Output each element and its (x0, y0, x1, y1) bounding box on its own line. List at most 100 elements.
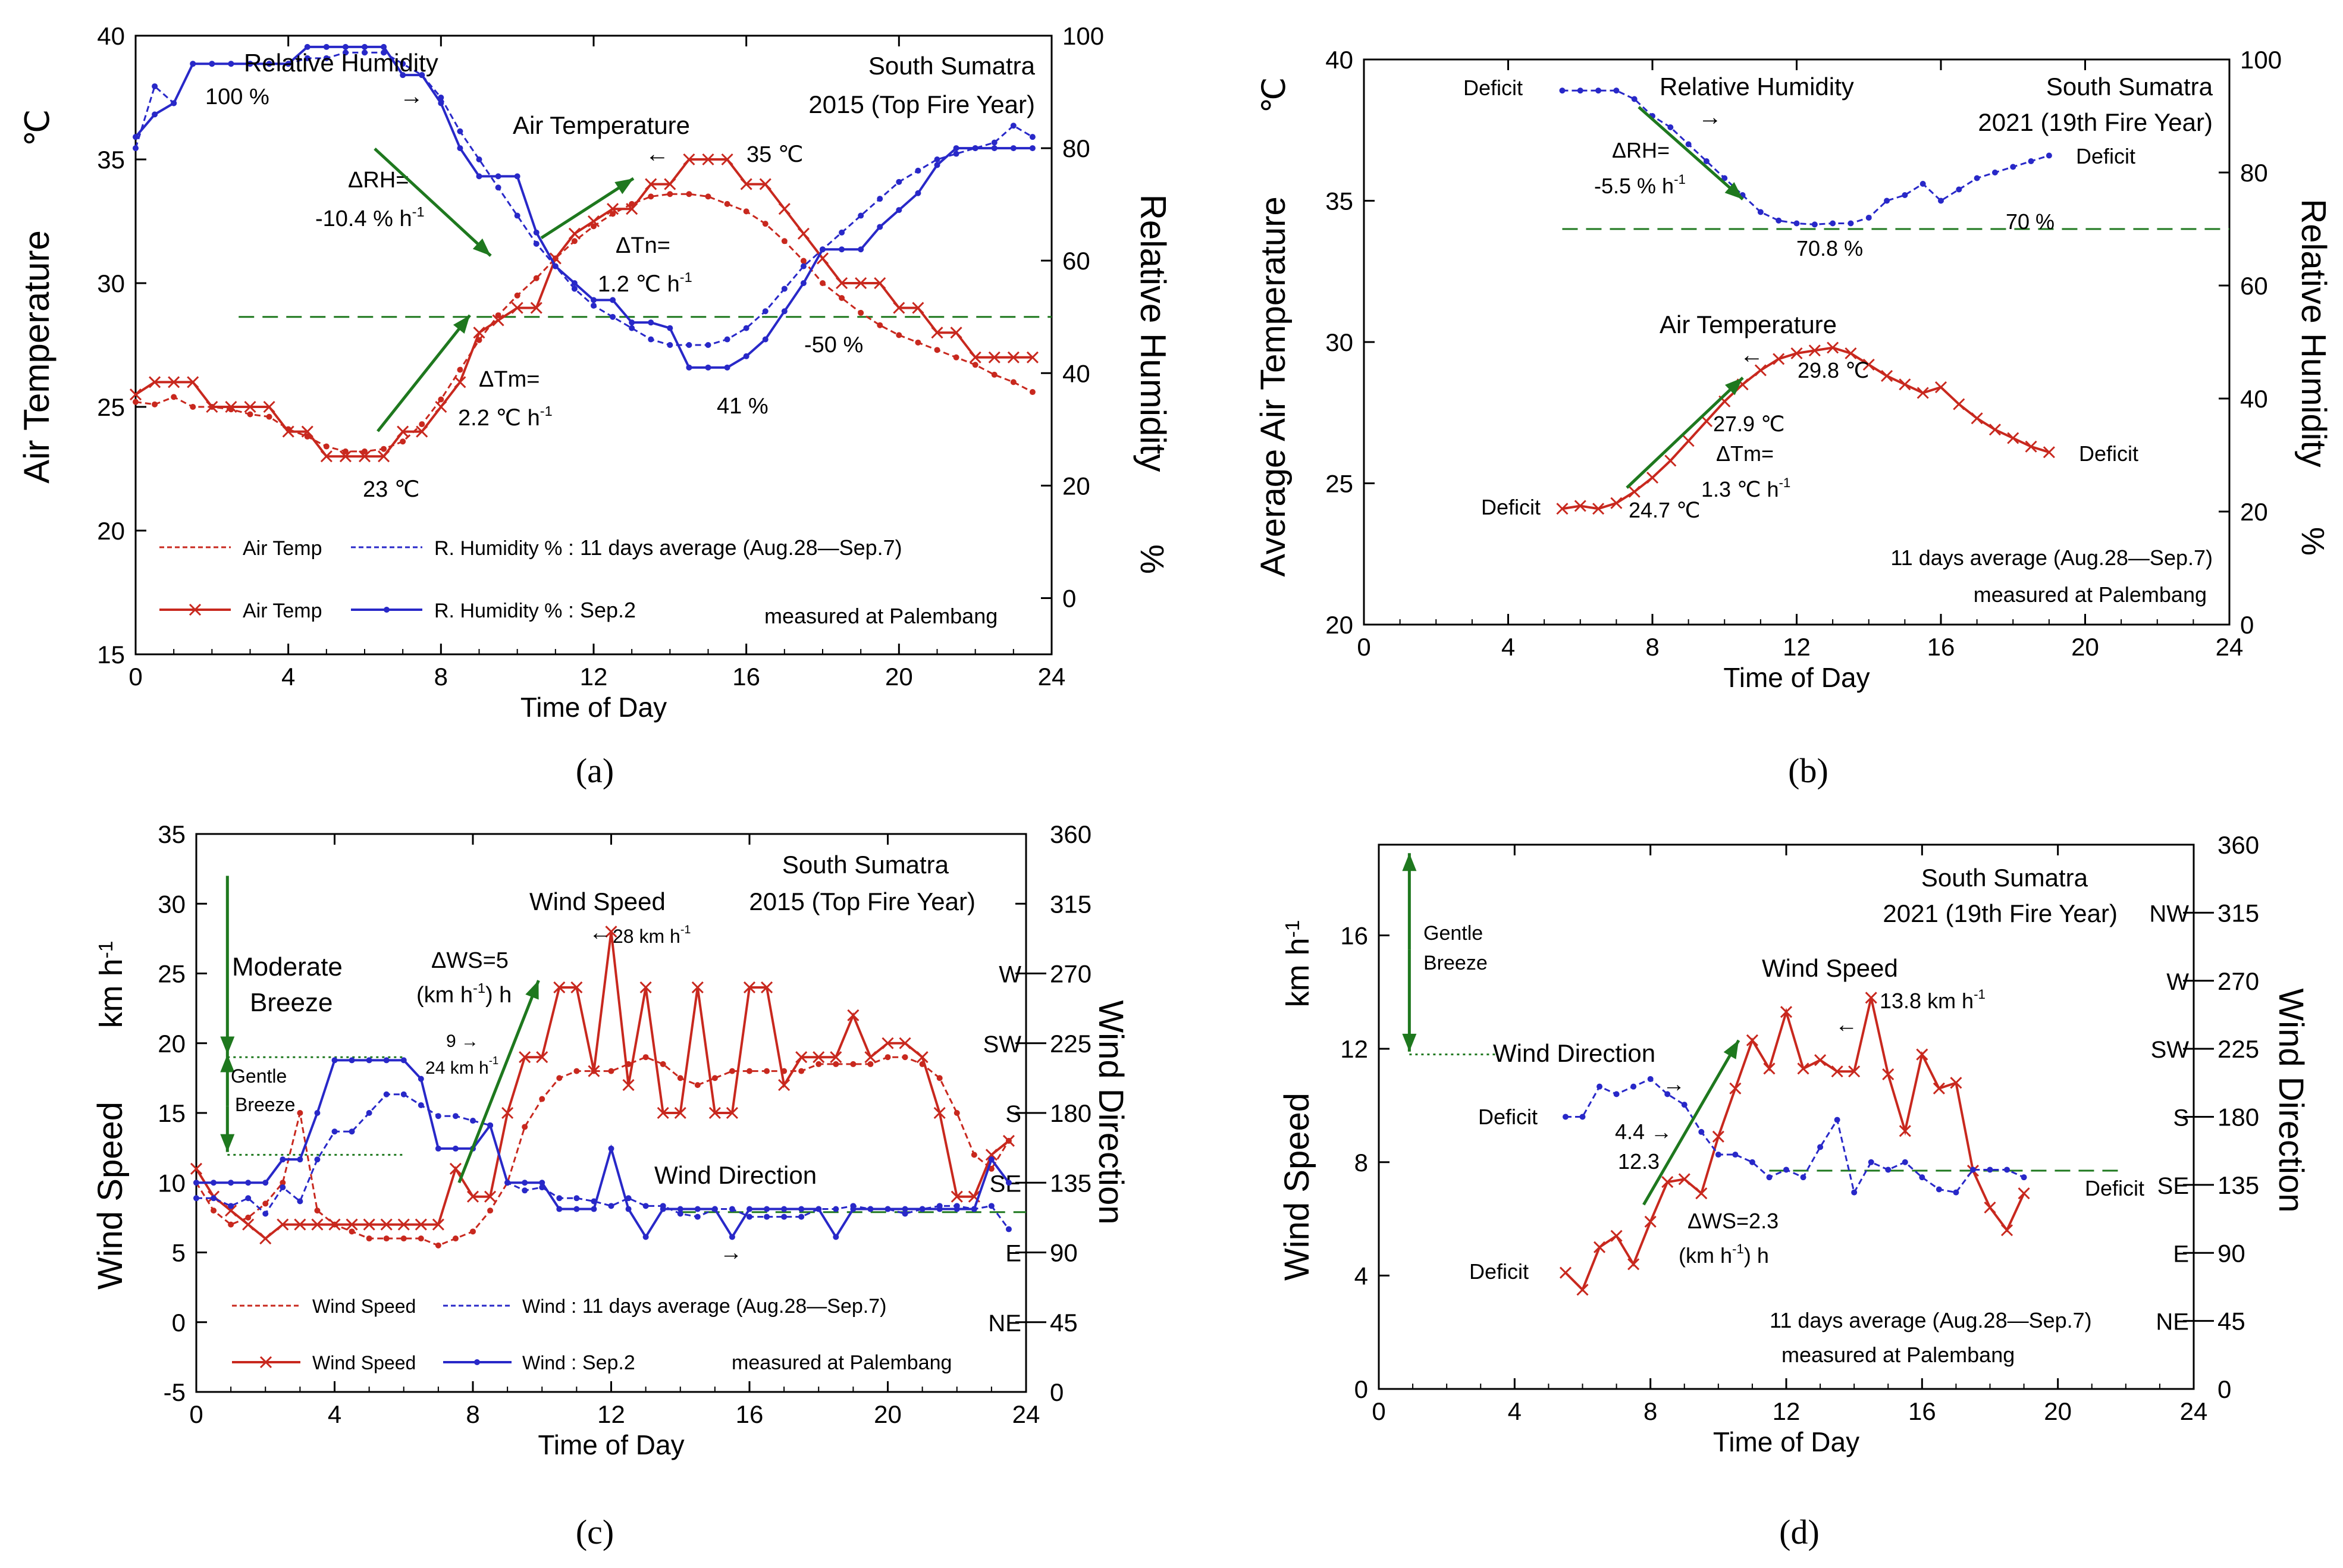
superscript: -1 (680, 923, 691, 936)
series-line (1562, 346, 2050, 510)
data-point (400, 1057, 407, 1064)
data-point (466, 1190, 479, 1203)
data-point (610, 211, 616, 217)
data-point (400, 72, 406, 79)
data-point (674, 1106, 686, 1119)
data-point (262, 1180, 269, 1186)
data-point (677, 1211, 683, 1217)
data-point (1681, 1102, 1688, 1108)
legend: Air Temp R. Humidity %: 11 days average (… (159, 535, 998, 628)
data-point (1005, 1137, 1012, 1144)
data-point (1766, 1174, 1773, 1181)
data-point (152, 83, 158, 90)
data-point (953, 145, 959, 152)
data-point (729, 1068, 735, 1074)
rh-min: 70.8 % (1796, 236, 1863, 261)
rh-min: 41 % (717, 394, 769, 419)
y-tick-label: 35 (97, 146, 125, 174)
data-point (190, 404, 196, 410)
data-point (724, 364, 730, 371)
data-point (533, 275, 540, 281)
data-point (366, 1057, 372, 1064)
temp-arrow: ← (645, 141, 669, 167)
data-point (553, 981, 566, 994)
x-tick-label: 16 (732, 663, 760, 691)
data-point (1596, 1083, 1603, 1090)
superscript: -1 (95, 941, 117, 959)
data-point (571, 286, 578, 292)
data-point (991, 145, 998, 152)
legend-temp-day: Air Temp (243, 600, 322, 622)
y-tick-label: 25 (1325, 470, 1353, 498)
trend-arrow-tm (1626, 377, 1744, 489)
data-point (452, 1145, 459, 1152)
compass-label: SE (2157, 1173, 2189, 1199)
y2-tick-label: 180 (2217, 1103, 2259, 1131)
data-point (1595, 87, 1602, 94)
data-point (209, 61, 215, 67)
data-point (323, 443, 330, 450)
y2-tick-label: 270 (1050, 960, 1091, 988)
data-point (152, 111, 158, 118)
data-point (1631, 96, 1638, 102)
legend-rh-day: R. Humidity % (434, 600, 562, 622)
data-point (1749, 1159, 1755, 1165)
data-point (1882, 1068, 1895, 1081)
data-point (522, 1124, 528, 1130)
data-point (400, 438, 406, 445)
y2-tick-label: 20 (1062, 472, 1090, 500)
y-tick-label: 25 (97, 393, 125, 421)
y2-tick-label: 315 (2217, 899, 2259, 927)
chart-d: 0 4 8 12 16 20 24 Time of Day 0 4 8 12 16 0 45 90 135 180… (1278, 831, 2310, 1457)
x-tick-label: 12 (597, 1400, 625, 1428)
delta-tm: ΔTm= (1716, 441, 1774, 466)
data-point (438, 396, 444, 403)
y-axis-unit: ℃ (18, 109, 56, 147)
data-point (297, 1156, 303, 1163)
data-point (705, 193, 711, 200)
data-point (1577, 87, 1583, 94)
gentle-breeze: Breeze (1423, 952, 1488, 974)
data-point (660, 1203, 666, 1209)
data-point (858, 246, 864, 253)
data-point (285, 426, 291, 432)
data-point (969, 351, 981, 363)
x-axis-label: Time of Day (538, 1429, 684, 1460)
data-point (711, 1075, 718, 1081)
superscript: -1 (540, 403, 553, 419)
x-tick-label: 4 (328, 1400, 341, 1428)
data-point (1831, 1065, 1843, 1078)
data-point (133, 399, 139, 405)
data-point (228, 1221, 234, 1228)
data-point (877, 196, 883, 202)
data-point (743, 981, 756, 994)
data-point (245, 1195, 252, 1202)
data-point (514, 173, 520, 180)
data-point (936, 1203, 943, 1209)
data-point (648, 319, 654, 326)
trend-arrow-rh (1638, 106, 1744, 200)
ws-label: Wind Speed (529, 888, 666, 915)
y-tick-label: 0 (1354, 1375, 1368, 1403)
data-point (1627, 1258, 1640, 1271)
data-point (1987, 1166, 1993, 1173)
data-point (556, 1195, 563, 1202)
data-point (1712, 1130, 1724, 1143)
data-point (304, 433, 310, 440)
data-point (1029, 145, 1036, 152)
data-point (362, 49, 368, 56)
data-point (902, 1054, 908, 1061)
data-point (470, 1118, 476, 1124)
data-point (1969, 1166, 1976, 1173)
data-point (454, 376, 466, 388)
trend-arrow-ws (1642, 1039, 1740, 1206)
delta-ws: ΔWS=5 (431, 948, 509, 973)
data-point (530, 302, 542, 314)
data-point (642, 1234, 649, 1240)
rh-label: Relative Humidity (1660, 73, 1854, 101)
data-point (452, 1235, 459, 1242)
x-tick-label: 20 (874, 1400, 902, 1428)
chart-a: 0 4 8 12 16 20 24 Time of Day 15 20 25 30 35 40 0 20 40 6… (17, 22, 1173, 723)
data-point (648, 193, 654, 200)
